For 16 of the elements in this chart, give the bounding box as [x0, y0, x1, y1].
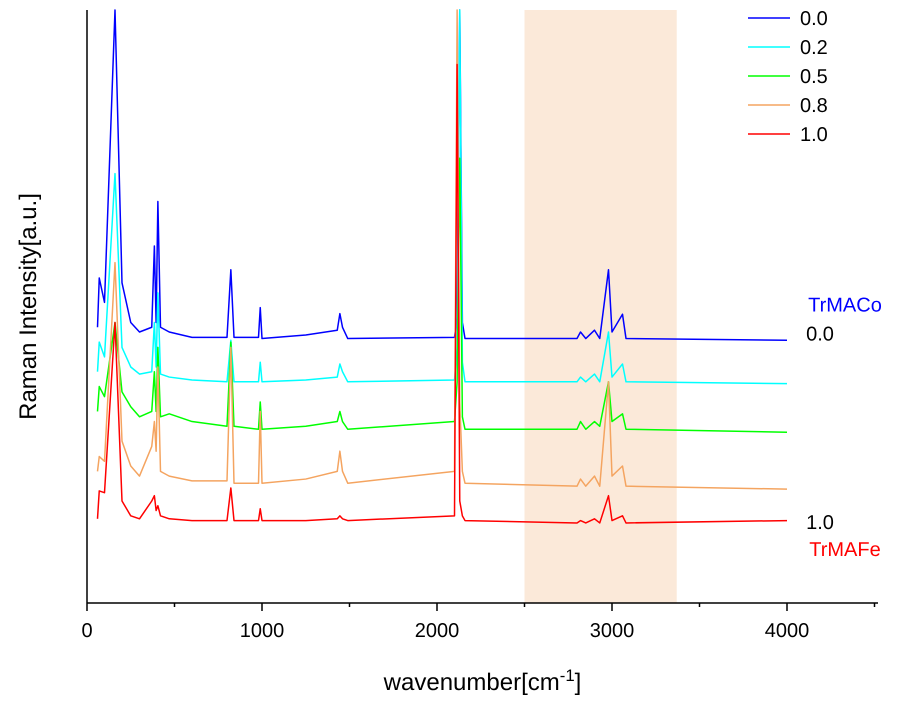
- legend-label: 0.0: [800, 8, 828, 30]
- x-axis-title: wavenumber[cm$^{-1}$]: [382, 666, 582, 696]
- x-tick-label: 0: [81, 620, 93, 642]
- y-axis-title: Raman Intensity[a.u.]: [15, 193, 42, 420]
- legend-label: 1.0: [800, 124, 828, 146]
- legend-label: 0.5: [800, 66, 828, 88]
- x-tick-label: 4000: [764, 620, 810, 642]
- annotation: TrMACo: [808, 294, 882, 317]
- legend-label: 0.2: [800, 37, 828, 59]
- x-tick-label: 1000: [240, 620, 284, 642]
- x-tick-label: 3000: [590, 620, 634, 642]
- legend-label: 0.8: [800, 95, 828, 117]
- annotation: TrMAFe: [809, 538, 881, 561]
- annotation: 1.0: [806, 512, 834, 534]
- annotation: 0.0: [806, 324, 834, 346]
- x-tick-label: 2000: [414, 620, 460, 642]
